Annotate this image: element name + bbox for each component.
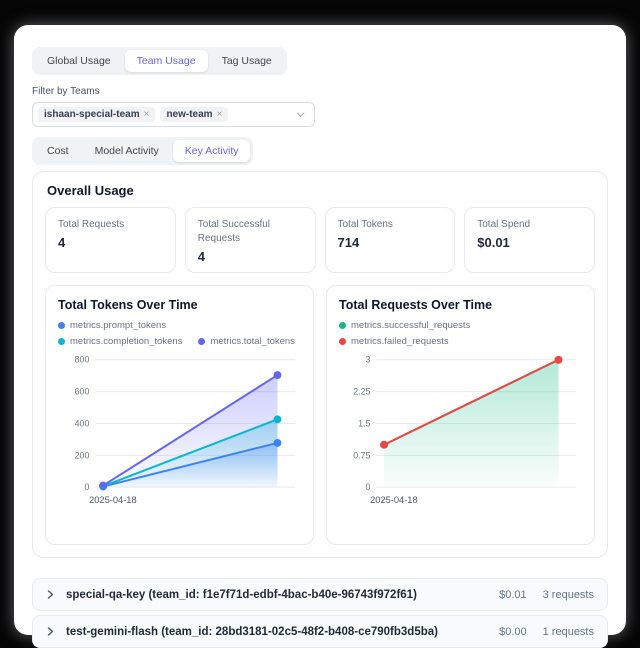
key-row-test-gemini-flash[interactable]: test-gemini-flash (team_id: 28bd3181-02c… [32, 615, 608, 648]
svg-text:2025-04-18: 2025-04-18 [89, 495, 137, 505]
remove-tag-icon[interactable]: × [143, 108, 150, 120]
tokens-over-time-chart-card: Total Tokens Over Time metrics.prompt_to… [45, 285, 314, 545]
team-tag[interactable]: ishaan-special-team × [38, 107, 156, 122]
filter-by-teams-label: Filter by Teams [32, 86, 100, 97]
team-tag-label: new-team [166, 109, 213, 120]
legend-dot-icon [58, 338, 65, 345]
stat-total-tokens: Total Tokens 714 [324, 207, 456, 273]
usage-scope-tabs: Global Usage Team Usage Tag Usage [32, 47, 287, 75]
overall-usage-section: Overall Usage Total Requests 4 Total Suc… [32, 171, 608, 558]
svg-text:3: 3 [365, 355, 370, 365]
legend-item: metrics.failed_requests [339, 336, 449, 347]
key-metrics: $0.01 3 requests [499, 589, 594, 601]
tab-model-activity[interactable]: Model Activity [94, 145, 159, 157]
stat-total-spend: Total Spend $0.01 [464, 207, 595, 273]
svg-text:0: 0 [84, 482, 89, 492]
svg-text:800: 800 [75, 355, 90, 365]
key-spend: $0.01 [499, 588, 527, 601]
legend-dot-icon [339, 338, 346, 345]
legend-item: metrics.successful_requests [339, 320, 470, 331]
chart-title: Total Requests Over Time [339, 298, 493, 312]
stat-value: 714 [337, 235, 360, 250]
legend-item: metrics.total_tokens [198, 336, 295, 347]
key-row-special-qa-key[interactable]: special-qa-key (team_id: f1e7f71d-edbf-4… [32, 578, 608, 611]
tab-key-activity[interactable]: Key Activity [172, 140, 251, 162]
legend-label: metrics.completion_tokens [70, 336, 183, 347]
stat-label: Total Successful Requests [197, 219, 271, 244]
tokens-over-time-chart: 0 200 400 600 800 2025-04-18 [75, 355, 296, 505]
usage-dashboard-panel: Global Usage Team Usage Tag Usage Filter… [14, 25, 626, 648]
svg-text:2.25: 2.25 [353, 387, 370, 397]
svg-text:200: 200 [75, 450, 90, 460]
svg-text:1.5: 1.5 [358, 418, 370, 428]
chevron-right-icon [46, 589, 55, 600]
svg-text:0.75: 0.75 [353, 450, 370, 460]
activity-tabs: Cost Model Activity Key Activity [32, 137, 254, 165]
legend-dot-icon [58, 322, 65, 329]
stat-label: Total Tokens [337, 219, 393, 230]
chart-legend: metrics.successful_requests metrics.fail… [339, 320, 582, 347]
key-metrics: $0.00 1 requests [499, 626, 594, 638]
remove-tag-icon[interactable]: × [216, 108, 223, 120]
tab-team-usage[interactable]: Team Usage [124, 50, 208, 72]
chevron-down-icon[interactable] [295, 109, 306, 120]
svg-text:2025-04-18: 2025-04-18 [370, 495, 418, 505]
key-accordion-list: special-qa-key (team_id: f1e7f71d-edbf-4… [32, 578, 608, 648]
key-label: special-qa-key (team_id: f1e7f71d-edbf-4… [66, 588, 417, 601]
svg-text:600: 600 [75, 387, 90, 397]
tab-global-usage[interactable]: Global Usage [47, 55, 111, 67]
chart-title: Total Tokens Over Time [58, 298, 198, 312]
svg-text:0: 0 [365, 482, 370, 492]
team-tag-label: ishaan-special-team [44, 109, 140, 120]
chart-legend: metrics.prompt_tokens metrics.completion… [58, 320, 301, 347]
legend-label: metrics.failed_requests [351, 336, 449, 347]
legend-label: metrics.prompt_tokens [70, 320, 167, 331]
stat-label: Total Requests [58, 219, 125, 230]
stat-value: 4 [197, 249, 205, 264]
stat-label: Total Spend [477, 219, 531, 230]
tab-cost[interactable]: Cost [47, 145, 69, 157]
legend-dot-icon [198, 338, 206, 345]
chevron-right-icon [46, 626, 55, 637]
team-tag[interactable]: new-team × [160, 107, 229, 122]
key-request-count: 3 requests [542, 588, 594, 601]
legend-item: metrics.prompt_tokens [58, 320, 166, 331]
svg-text:400: 400 [75, 418, 90, 428]
stat-total-requests: Total Requests 4 [45, 207, 176, 273]
legend-label: metrics.successful_requests [351, 320, 471, 331]
key-request-count: 1 requests [542, 625, 594, 638]
tab-tag-usage[interactable]: Tag Usage [221, 55, 272, 67]
key-label: test-gemini-flash (team_id: 28bd3181-02c… [66, 625, 438, 638]
stat-cards: Total Requests 4 Total Successful Reques… [45, 207, 595, 273]
requests-over-time-chart-card: Total Requests Over Time metrics.success… [326, 285, 595, 545]
charts-row: Total Tokens Over Time metrics.prompt_to… [45, 285, 595, 545]
teams-multiselect[interactable]: ishaan-special-team × new-team × [32, 102, 315, 127]
legend-label: metrics.total_tokens [210, 336, 295, 347]
section-title: Overall Usage [47, 183, 134, 198]
key-spend: $0.00 [499, 625, 527, 638]
stat-value: 4 [58, 235, 66, 250]
legend-dot-icon [339, 322, 346, 329]
requests-over-time-chart: 0 0.75 1.5 2.25 3 2025-04-18 [353, 355, 577, 505]
stat-value: $0.01 [477, 235, 510, 250]
legend-item: metrics.completion_tokens [58, 336, 182, 347]
stat-total-successful-requests: Total Successful Requests 4 [184, 207, 316, 273]
